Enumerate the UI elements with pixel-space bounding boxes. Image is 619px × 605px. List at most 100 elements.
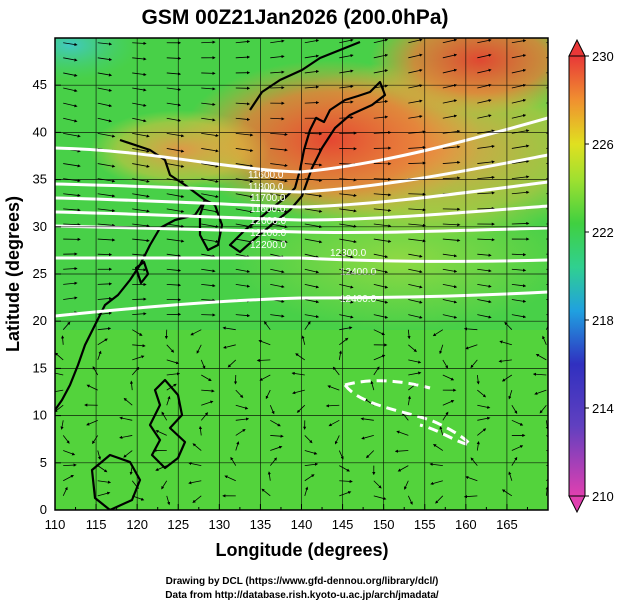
wind-arrow xyxy=(230,456,237,466)
x-tick-label: 145 xyxy=(332,517,354,532)
wind-arrow xyxy=(339,69,354,74)
wind-arrow xyxy=(235,55,251,59)
wind-arrow xyxy=(373,283,389,289)
wind-arrow xyxy=(373,480,382,489)
wind-arrow xyxy=(477,299,492,304)
wind-arrow xyxy=(408,38,423,44)
wind-arrow xyxy=(511,405,518,414)
wind-arrow xyxy=(408,68,423,74)
wind-arrow xyxy=(546,193,548,195)
contour-line xyxy=(55,180,548,209)
wind-arrow xyxy=(55,389,64,393)
coast-korea xyxy=(198,198,224,252)
wind-arrow xyxy=(511,98,527,104)
wind-arrow xyxy=(269,457,277,466)
wind-arrow xyxy=(201,178,219,183)
wind-arrow xyxy=(442,268,458,273)
colorbar-top-arrow xyxy=(568,38,586,57)
wind-arrow xyxy=(477,283,492,288)
wind-arrow xyxy=(397,465,409,472)
wind-arrow xyxy=(339,223,357,228)
wind-arrow xyxy=(166,268,182,273)
wind-arrow xyxy=(407,329,411,340)
wind-arrow xyxy=(373,314,389,319)
wind-arrow xyxy=(201,132,219,137)
wind-arrow xyxy=(465,476,478,482)
x-tick-label: 115 xyxy=(86,517,107,532)
wind-arrow xyxy=(97,238,116,242)
wind-arrow xyxy=(477,404,491,409)
wind-arrow xyxy=(97,72,113,77)
wind-arrow xyxy=(270,70,285,74)
wind-arrow xyxy=(373,193,392,197)
wind-arrow xyxy=(511,190,530,195)
contour-label: 12200.0 xyxy=(250,240,287,251)
wind-arrow xyxy=(304,253,320,259)
wind-arrow xyxy=(132,223,150,228)
wind-arrow xyxy=(339,299,354,304)
wind-arrow xyxy=(499,340,512,346)
x-tick-label: 155 xyxy=(414,517,436,532)
wind-arrow xyxy=(166,102,182,107)
wind-arrow xyxy=(545,486,548,496)
wind-arrow xyxy=(132,312,147,316)
wind-arrow xyxy=(63,132,81,138)
wind-arrow xyxy=(339,253,354,259)
wind-arrow xyxy=(201,208,219,214)
wind-arrow xyxy=(401,411,409,421)
wind-arrow xyxy=(442,223,461,227)
wind-arrow xyxy=(97,338,108,346)
y-tick-label: 5 xyxy=(40,455,47,470)
contour-line xyxy=(55,116,548,174)
wind-arrow xyxy=(132,41,147,45)
wind-arrow xyxy=(304,486,309,496)
wind-arrow xyxy=(435,495,444,504)
wind-arrow xyxy=(373,38,389,44)
wind-arrow xyxy=(97,223,116,227)
wind-arrow xyxy=(304,450,318,455)
heatmap-warm-west xyxy=(90,110,270,190)
wind-arrow xyxy=(123,397,133,406)
wind-arrow xyxy=(370,380,375,391)
wind-arrow xyxy=(132,178,150,183)
wind-arrow xyxy=(166,87,182,92)
heatmap-warm-ne xyxy=(370,38,548,115)
wind-arrow xyxy=(442,238,461,242)
wind-arrow xyxy=(132,148,150,153)
wind-arrow xyxy=(201,223,219,229)
wind-arrow xyxy=(546,238,548,240)
wind-arrow xyxy=(511,268,527,272)
wind-arrow xyxy=(63,193,81,197)
wind-arrow xyxy=(511,54,527,59)
wind-arrow xyxy=(442,314,458,319)
wind-arrow xyxy=(132,268,147,272)
wind-arrow xyxy=(235,238,254,244)
colorbar-ticks: 210 214 218 222 226 230 xyxy=(585,49,614,504)
wind-arrow xyxy=(265,389,271,400)
wind-arrow xyxy=(132,208,150,213)
wind-arrow xyxy=(201,163,219,168)
wind-arrow xyxy=(511,39,527,44)
colorbar-tick-label: 218 xyxy=(592,313,614,328)
wind-arrow xyxy=(63,117,78,123)
wind-arrow xyxy=(97,327,112,331)
wind-arrow xyxy=(511,283,527,288)
wind-arrow xyxy=(408,283,423,289)
wind-arrow xyxy=(404,480,409,490)
wind-arrow xyxy=(339,465,350,472)
wind-arrow xyxy=(442,114,458,119)
wind-arrow xyxy=(339,38,354,44)
wind-arrow xyxy=(511,83,527,89)
wind-arrow xyxy=(97,282,113,286)
wind-arrow xyxy=(235,441,240,451)
wind-arrow xyxy=(63,474,74,482)
wind-arrow xyxy=(190,329,202,336)
wind-arrow xyxy=(291,371,305,376)
wind-arrow xyxy=(132,132,150,138)
wind-arrow xyxy=(373,115,389,119)
wind-arrow xyxy=(166,372,181,376)
wind-arrow xyxy=(132,344,146,348)
wind-arrow xyxy=(97,163,116,168)
wind-arrow xyxy=(365,450,375,459)
wind-arrow xyxy=(511,314,527,319)
